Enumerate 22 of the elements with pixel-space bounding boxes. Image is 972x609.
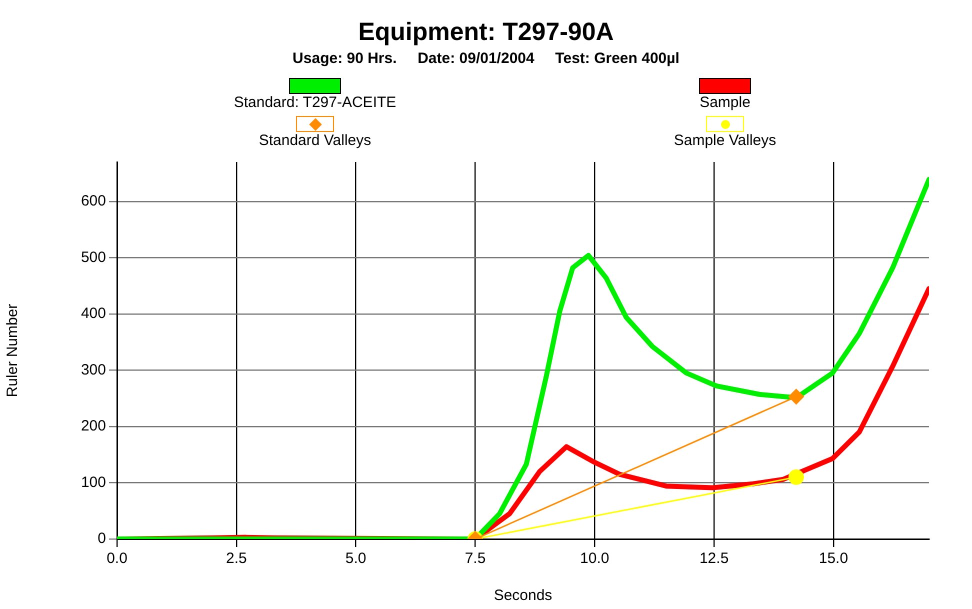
x-tick-label: 7.5 [464,550,486,568]
legend-label: Standard Valleys [258,132,372,149]
chart-subtitle: Usage: 90 Hrs. Date: 09/01/2004 Test: Green 400µl [292,50,680,67]
legend-label: Sample [698,94,752,111]
y-tick-label: 300 [80,361,106,378]
legend-label: Standard: T297-ACEITE [232,94,398,111]
x-tick-label: 5.0 [345,550,366,568]
x-tick-label: 0.0 [106,550,128,568]
y-tick-label: 200 [80,418,106,435]
y-tick-label: 400 [80,305,106,322]
x-tick-label: 10.0 [580,550,610,568]
chart-title: Equipment: T297-90A [357,18,615,47]
y-tick-label: 600 [80,192,106,210]
legend-label: Sample Valleys [672,132,778,149]
x-tick-label: 2.5 [226,550,247,568]
y-tick-label: 100 [80,474,106,491]
x-axis-title: Seconds [494,587,552,604]
y-tick-label: 500 [80,248,106,266]
y-tick-label: 0 [98,530,106,548]
x-tick-label: 12.5 [699,550,729,568]
x-tick-label: 15.0 [818,550,848,568]
y-axis-title: Ruler Number [4,304,22,398]
